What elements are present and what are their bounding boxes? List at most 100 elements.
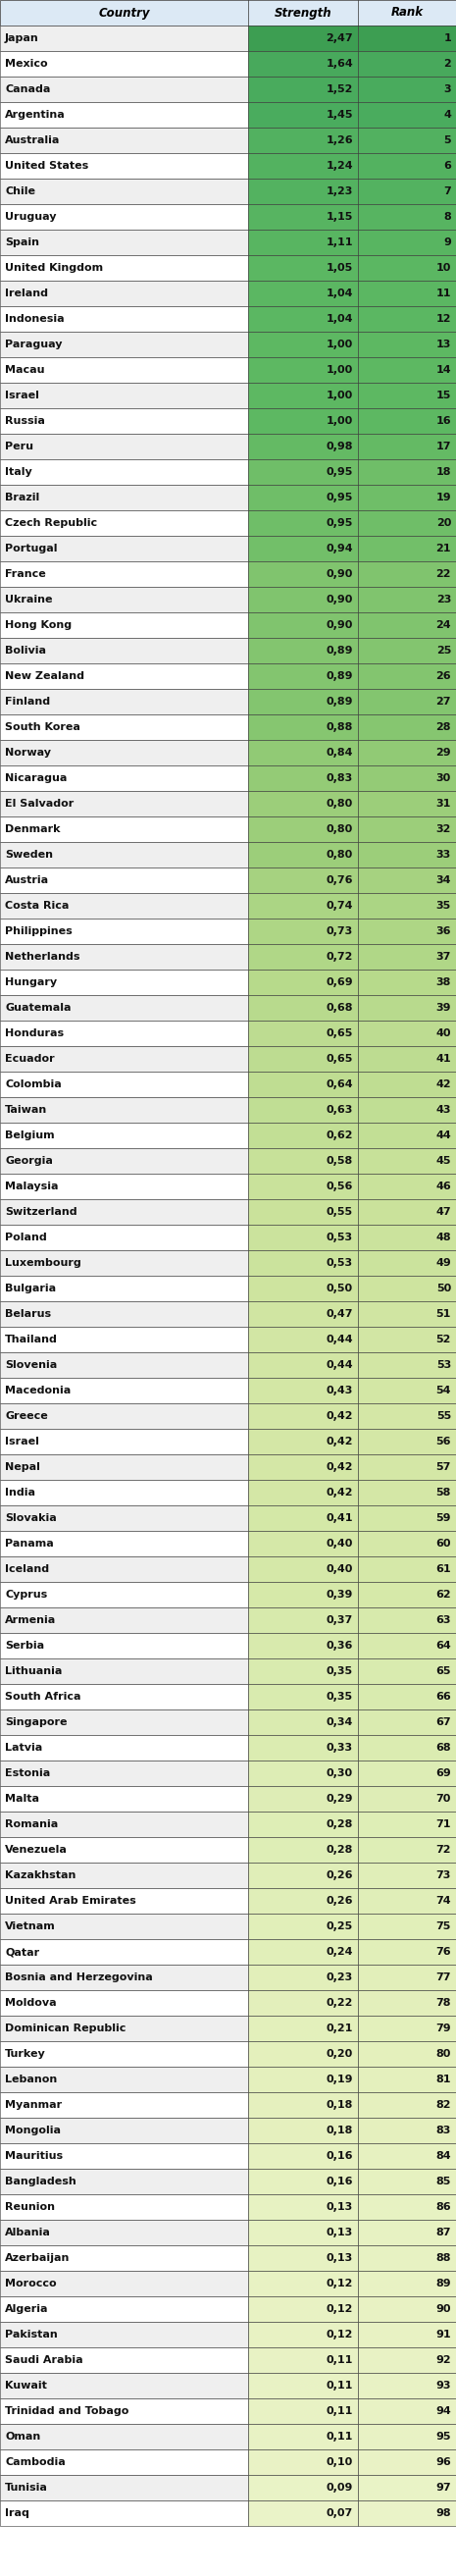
Bar bbox=[0, 1633, 249, 1659]
Text: 73: 73 bbox=[436, 1870, 451, 1880]
Bar bbox=[0, 2066, 249, 2092]
Text: 0,89: 0,89 bbox=[326, 672, 353, 680]
Text: 0,80: 0,80 bbox=[326, 799, 353, 809]
Bar bbox=[0, 994, 249, 1020]
Bar bbox=[0, 969, 249, 994]
Bar bbox=[249, 765, 358, 791]
Bar bbox=[358, 2014, 456, 2040]
Text: Colombia: Colombia bbox=[5, 1079, 62, 1090]
Text: 0,20: 0,20 bbox=[326, 2048, 353, 2058]
Bar bbox=[358, 739, 456, 765]
Text: Taiwan: Taiwan bbox=[5, 1105, 47, 1115]
Bar bbox=[249, 2195, 358, 2221]
Bar bbox=[249, 1556, 358, 1582]
Text: Strength: Strength bbox=[275, 5, 332, 18]
Text: 0,26: 0,26 bbox=[326, 1896, 353, 1906]
Bar bbox=[249, 2295, 358, 2321]
Text: 98: 98 bbox=[436, 2509, 451, 2519]
Text: Netherlands: Netherlands bbox=[5, 953, 80, 961]
Bar bbox=[358, 103, 456, 129]
Bar bbox=[358, 1862, 456, 1888]
Bar bbox=[358, 688, 456, 714]
Bar bbox=[249, 791, 358, 817]
Bar bbox=[0, 2295, 249, 2321]
Bar bbox=[0, 1710, 249, 1736]
Text: 36: 36 bbox=[436, 927, 451, 935]
Bar bbox=[0, 639, 249, 665]
Bar bbox=[249, 1123, 358, 1149]
Text: Lithuania: Lithuania bbox=[5, 1667, 62, 1677]
Text: 0,89: 0,89 bbox=[326, 696, 353, 706]
Bar bbox=[0, 1404, 249, 1430]
Bar bbox=[358, 1275, 456, 1301]
Bar bbox=[249, 255, 358, 281]
Text: 63: 63 bbox=[436, 1615, 451, 1625]
Text: 0,64: 0,64 bbox=[326, 1079, 353, 1090]
Bar bbox=[358, 2476, 456, 2501]
Text: 57: 57 bbox=[436, 1463, 451, 1471]
Bar bbox=[249, 178, 358, 204]
Bar bbox=[0, 103, 249, 129]
Bar bbox=[358, 639, 456, 665]
Text: 17: 17 bbox=[436, 440, 451, 451]
Bar bbox=[249, 1914, 358, 1940]
Text: Belarus: Belarus bbox=[5, 1309, 51, 1319]
Bar bbox=[358, 255, 456, 281]
Bar bbox=[358, 1659, 456, 1685]
Bar bbox=[0, 1455, 249, 1479]
Text: Myanmar: Myanmar bbox=[5, 2099, 62, 2110]
Bar bbox=[0, 152, 249, 178]
Bar bbox=[0, 1352, 249, 1378]
Bar bbox=[358, 1759, 456, 1785]
Bar bbox=[249, 1759, 358, 1785]
Bar bbox=[358, 1301, 456, 1327]
Text: 67: 67 bbox=[436, 1718, 451, 1726]
Bar bbox=[249, 587, 358, 613]
Bar bbox=[358, 2450, 456, 2476]
Bar bbox=[249, 103, 358, 129]
Text: 70: 70 bbox=[436, 1793, 451, 1803]
Bar bbox=[0, 714, 249, 739]
Text: 0,68: 0,68 bbox=[326, 1002, 353, 1012]
Text: 83: 83 bbox=[436, 2125, 451, 2136]
Text: 0,19: 0,19 bbox=[326, 2074, 353, 2084]
Bar bbox=[358, 2501, 456, 2527]
Text: 81: 81 bbox=[436, 2074, 451, 2084]
Bar bbox=[358, 536, 456, 562]
Text: Austria: Austria bbox=[5, 876, 49, 886]
Text: 9: 9 bbox=[443, 237, 451, 247]
Bar bbox=[0, 484, 249, 510]
Bar bbox=[249, 204, 358, 229]
Bar bbox=[249, 714, 358, 739]
Text: 0,18: 0,18 bbox=[326, 2099, 353, 2110]
Bar bbox=[249, 1097, 358, 1123]
Bar bbox=[358, 152, 456, 178]
Text: Latvia: Latvia bbox=[5, 1744, 42, 1752]
Text: 91: 91 bbox=[436, 2329, 451, 2339]
Bar bbox=[0, 2347, 249, 2372]
Text: 0,42: 0,42 bbox=[326, 1463, 353, 1471]
Bar bbox=[249, 1020, 358, 1046]
Bar bbox=[358, 894, 456, 920]
Text: 0,12: 0,12 bbox=[326, 2303, 353, 2313]
Text: Mauritius: Mauritius bbox=[5, 2151, 63, 2161]
Bar bbox=[358, 1811, 456, 1837]
Bar bbox=[249, 384, 358, 407]
Bar bbox=[358, 2321, 456, 2347]
Bar bbox=[358, 129, 456, 152]
Bar bbox=[0, 229, 249, 255]
Bar bbox=[249, 2272, 358, 2295]
Text: 16: 16 bbox=[436, 417, 451, 425]
Text: 0,47: 0,47 bbox=[326, 1309, 353, 1319]
Text: 7: 7 bbox=[444, 185, 451, 196]
Text: 64: 64 bbox=[435, 1641, 451, 1651]
Bar bbox=[358, 587, 456, 613]
Text: 26: 26 bbox=[436, 672, 451, 680]
Bar bbox=[0, 358, 249, 384]
Text: 0,10: 0,10 bbox=[326, 2458, 353, 2468]
Bar bbox=[358, 1455, 456, 1479]
Text: 1,05: 1,05 bbox=[326, 263, 353, 273]
Text: Canada: Canada bbox=[5, 85, 50, 95]
Text: 96: 96 bbox=[435, 2458, 451, 2468]
Bar bbox=[249, 1404, 358, 1430]
